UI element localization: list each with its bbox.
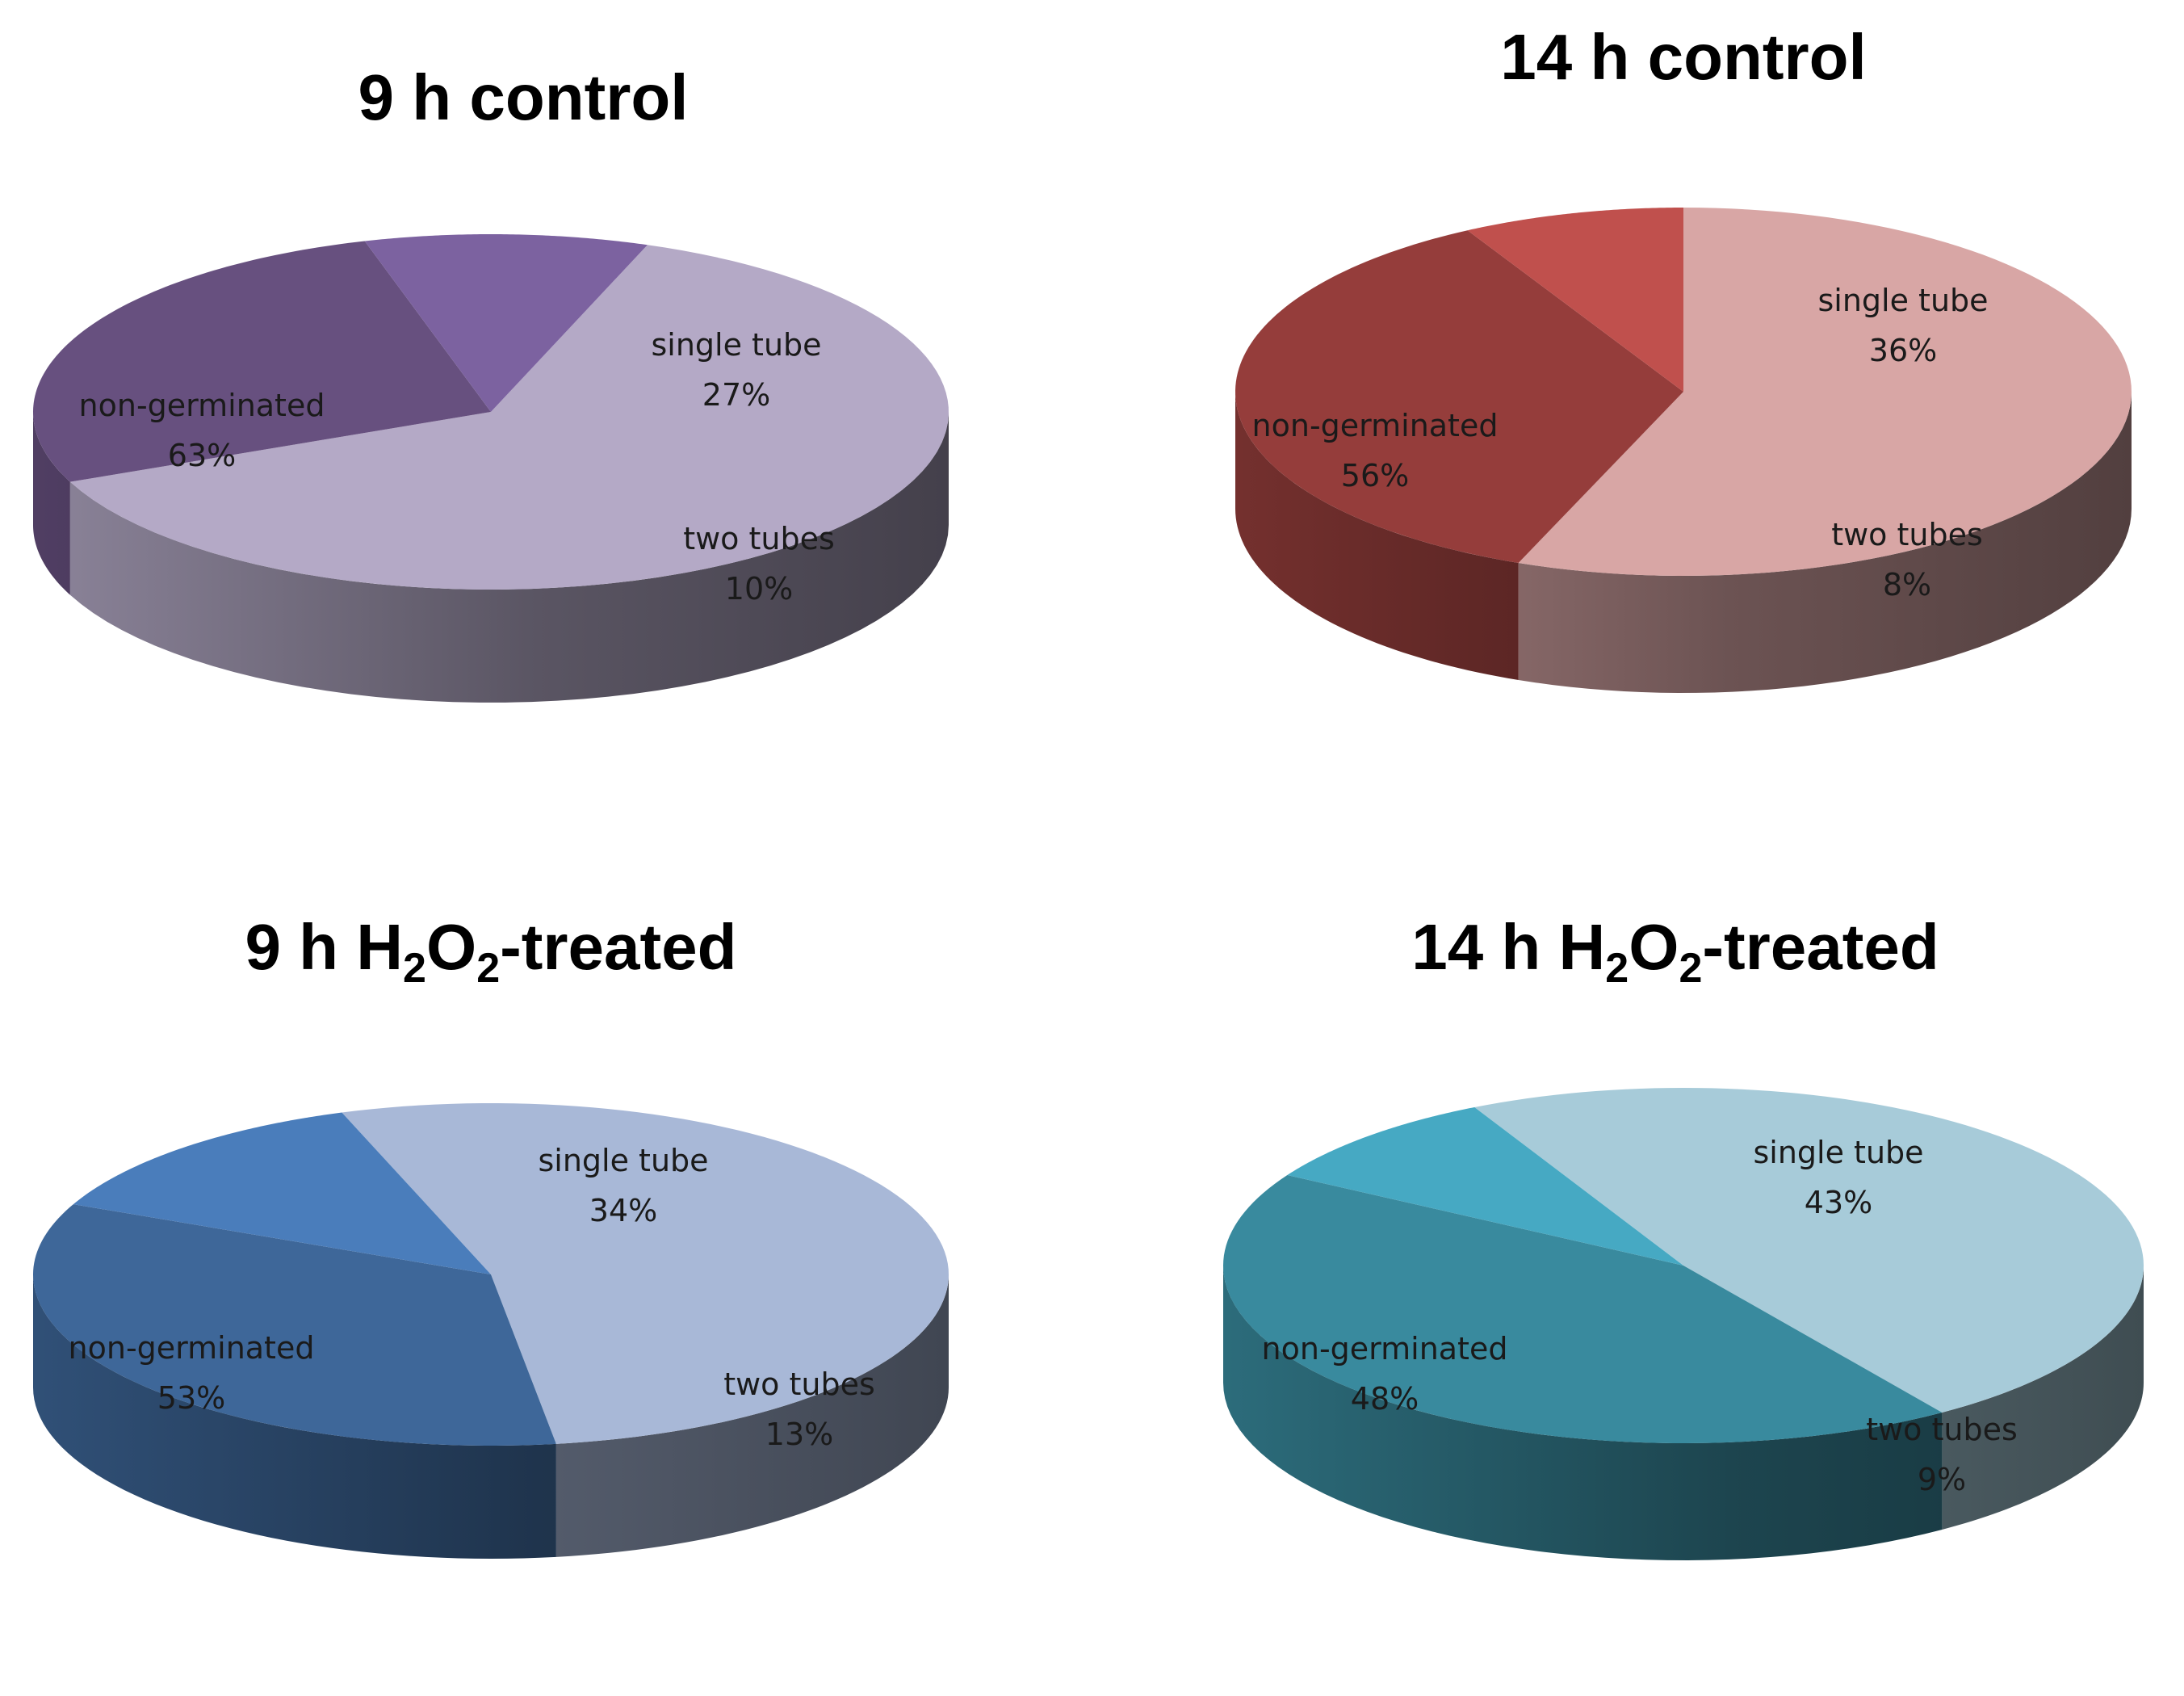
pie-top-faces <box>1223 1088 2144 1443</box>
pie-side-non-germinated <box>1518 392 2132 693</box>
pie-slice-single-tube <box>1223 1175 1943 1443</box>
chart-title: 14 h control <box>1500 21 1866 93</box>
slice-value-non-germinated: 48% <box>1351 1381 1419 1417</box>
slice-value-single-tube: 34% <box>589 1193 657 1228</box>
slice-label-single-tube: single tube <box>1753 1135 1923 1170</box>
pie-slice-single-tube <box>33 241 491 482</box>
pie-side-single-tube <box>33 412 70 595</box>
pie-side-walls <box>33 1274 949 1559</box>
slice-label-non-germinated: non-germinated <box>1262 1331 1508 1366</box>
slice-label-single-tube: single tube <box>651 327 821 363</box>
pie-top-faces <box>1235 208 2132 576</box>
pie-slice-non-germinated <box>1518 208 2132 576</box>
slice-label-non-germinated: non-germinated <box>69 1330 315 1366</box>
slice-value-two-tubes: 10% <box>725 571 793 607</box>
pie-side-walls <box>1223 1266 2144 1560</box>
pie-side-single-tube <box>1223 1266 1943 1560</box>
pie-slice-non-germinated <box>342 1103 949 1444</box>
slice-value-non-germinated: 63% <box>168 438 236 473</box>
pie-side-non-germinated <box>555 1274 949 1557</box>
slice-value-single-tube: 43% <box>1805 1185 1872 1220</box>
pie-slice-two-tubes <box>364 234 648 412</box>
pie-chart-4: non-germinated 48% single tube 43% two tubes… <box>1223 911 2144 1560</box>
pie-slice-non-germinated <box>69 245 949 590</box>
slice-value-two-tubes: 13% <box>765 1417 833 1452</box>
slice-value-non-germinated: 53% <box>157 1380 225 1416</box>
slice-label-non-germinated: non-germinated <box>79 388 325 423</box>
slice-label-two-tubes: two tubes <box>1831 517 1983 552</box>
pie-slice-non-germinated <box>1474 1088 2144 1413</box>
slice-value-two-tubes: 9% <box>1918 1462 1966 1497</box>
slice-label-two-tubes: two tubes <box>683 521 835 556</box>
pie-side-non-germinated <box>1942 1266 2144 1530</box>
slice-value-non-germinated: 56% <box>1341 458 1409 493</box>
pie-side-non-germinated <box>69 412 949 703</box>
pie-slice-single-tube <box>33 1204 556 1446</box>
pie-chart-2: non-germinated 56% single tube 36% two tubes… <box>1235 21 2132 693</box>
slice-label-two-tubes: two tubes <box>723 1366 875 1402</box>
slice-value-single-tube: 27% <box>702 377 770 413</box>
slice-label-two-tubes: two tubes <box>1866 1412 2018 1447</box>
pie-top-faces <box>33 1103 949 1446</box>
chart-title: 14 h H2O2-treated <box>1411 911 1939 992</box>
slice-label-single-tube: single tube <box>1817 283 1988 318</box>
pie-side-walls <box>33 412 949 703</box>
pie-side-single-tube <box>1235 392 1519 680</box>
pie-slice-two-tubes <box>1287 1106 1683 1266</box>
pie-slice-two-tubes <box>73 1112 491 1274</box>
pie-chart-1: non-germinated 63% single tube 27% two tubes… <box>33 61 949 703</box>
pie-side-single-tube <box>33 1274 556 1559</box>
chart-title: 9 h H2O2-treated <box>245 911 736 992</box>
pie-slice-two-tubes <box>1467 208 1683 392</box>
pie-side-walls <box>1235 392 2132 693</box>
chart-title: 9 h control <box>358 61 689 133</box>
slice-label-single-tube: single tube <box>538 1143 708 1178</box>
slice-value-two-tubes: 8% <box>1883 567 1931 602</box>
pie-top-faces <box>33 234 949 590</box>
pie-chart-3: non-germinated 53% single tube 34% two tubes… <box>33 911 949 1559</box>
slice-label-non-germinated: non-germinated <box>1252 408 1499 443</box>
slice-value-single-tube: 36% <box>1869 333 1937 368</box>
pie-slice-single-tube <box>1235 230 1683 563</box>
